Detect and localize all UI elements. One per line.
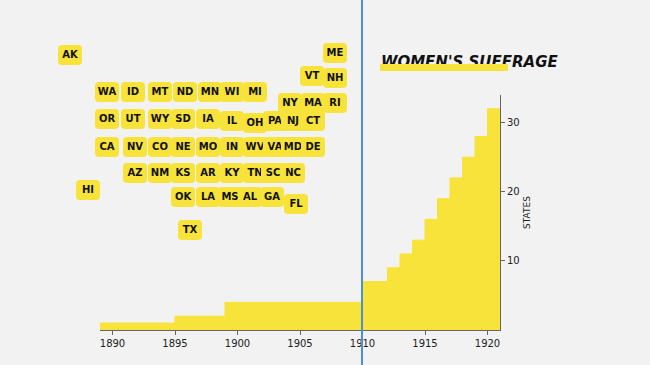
html-text:HI: HI: [82, 184, 94, 195]
html-text:AZ: AZ: [127, 167, 143, 178]
html-text:MA: MA: [304, 97, 322, 108]
html-text:NC: NC: [285, 167, 301, 178]
html-text:WA: WA: [97, 86, 117, 97]
svg-text:WOMEN'S SUFFRAGE: WOMEN'S SUFFRAGE: [381, 53, 559, 71]
svg-text:1910: 1910: [349, 338, 376, 349]
svg-text:1900: 1900: [225, 338, 250, 349]
html-text:OK: OK: [174, 191, 192, 202]
html-text:AR: AR: [200, 167, 216, 178]
html-text:AK: AK: [62, 49, 78, 60]
svg-text:STATES: STATES: [522, 196, 532, 229]
html-text:VT: VT: [304, 70, 320, 81]
html-text:CO: CO: [152, 141, 168, 152]
html-text:FL: FL: [289, 198, 303, 209]
html-text:SD: SD: [175, 113, 191, 124]
html-text:MO: MO: [198, 141, 218, 152]
svg-text:10: 10: [507, 255, 520, 266]
svg-text:20: 20: [507, 186, 520, 197]
html-text:UT: UT: [125, 113, 141, 124]
svg-text:1915: 1915: [412, 338, 437, 349]
html-text:KS: KS: [175, 167, 191, 178]
html-text:NM: NM: [150, 167, 170, 178]
html-text:NH: NH: [326, 72, 344, 83]
html-text:IL: IL: [227, 115, 237, 126]
html-text:NV: NV: [126, 141, 143, 152]
html-text:OH PA: OH PA: [246, 115, 283, 128]
html-text:MT: MT: [151, 86, 169, 97]
svg-text:1895: 1895: [162, 338, 187, 349]
svg-text:1920: 1920: [475, 338, 500, 349]
html-text:OR: OR: [98, 113, 116, 124]
svg-text:30: 30: [507, 117, 520, 128]
svg-text:1890: 1890: [100, 338, 125, 349]
html-text:TN SC: TN SC: [247, 167, 281, 178]
html-text:WI: WI: [224, 86, 240, 97]
html-text:MS AL: MS AL: [221, 191, 258, 202]
html-text:WV VA MD DE: WV VA MD DE: [245, 141, 321, 152]
html-text:ID: ID: [127, 86, 139, 97]
html-text:ME: ME: [326, 47, 344, 58]
html-text:WY: WY: [150, 113, 170, 124]
html-text:ND: ND: [176, 86, 194, 97]
html-text:CA: CA: [99, 141, 115, 152]
svg-text:1905: 1905: [287, 338, 312, 349]
html-text:CT: CT: [305, 115, 321, 126]
html-text:LA: LA: [200, 191, 216, 202]
html-text:NY: NY: [282, 97, 298, 108]
html-text:MN: MN: [200, 86, 220, 97]
html-text:MI: MI: [248, 86, 262, 97]
html-text:TX: TX: [182, 224, 198, 235]
html-text:GA: GA: [264, 191, 280, 202]
html-text:NJ: NJ: [287, 115, 299, 126]
html-text:IA: IA: [202, 113, 214, 124]
html-text:NE: NE: [175, 141, 191, 152]
html-text:IN: IN: [226, 141, 238, 152]
html-text:RI: RI: [329, 97, 341, 108]
html-text:KY: KY: [224, 167, 240, 178]
